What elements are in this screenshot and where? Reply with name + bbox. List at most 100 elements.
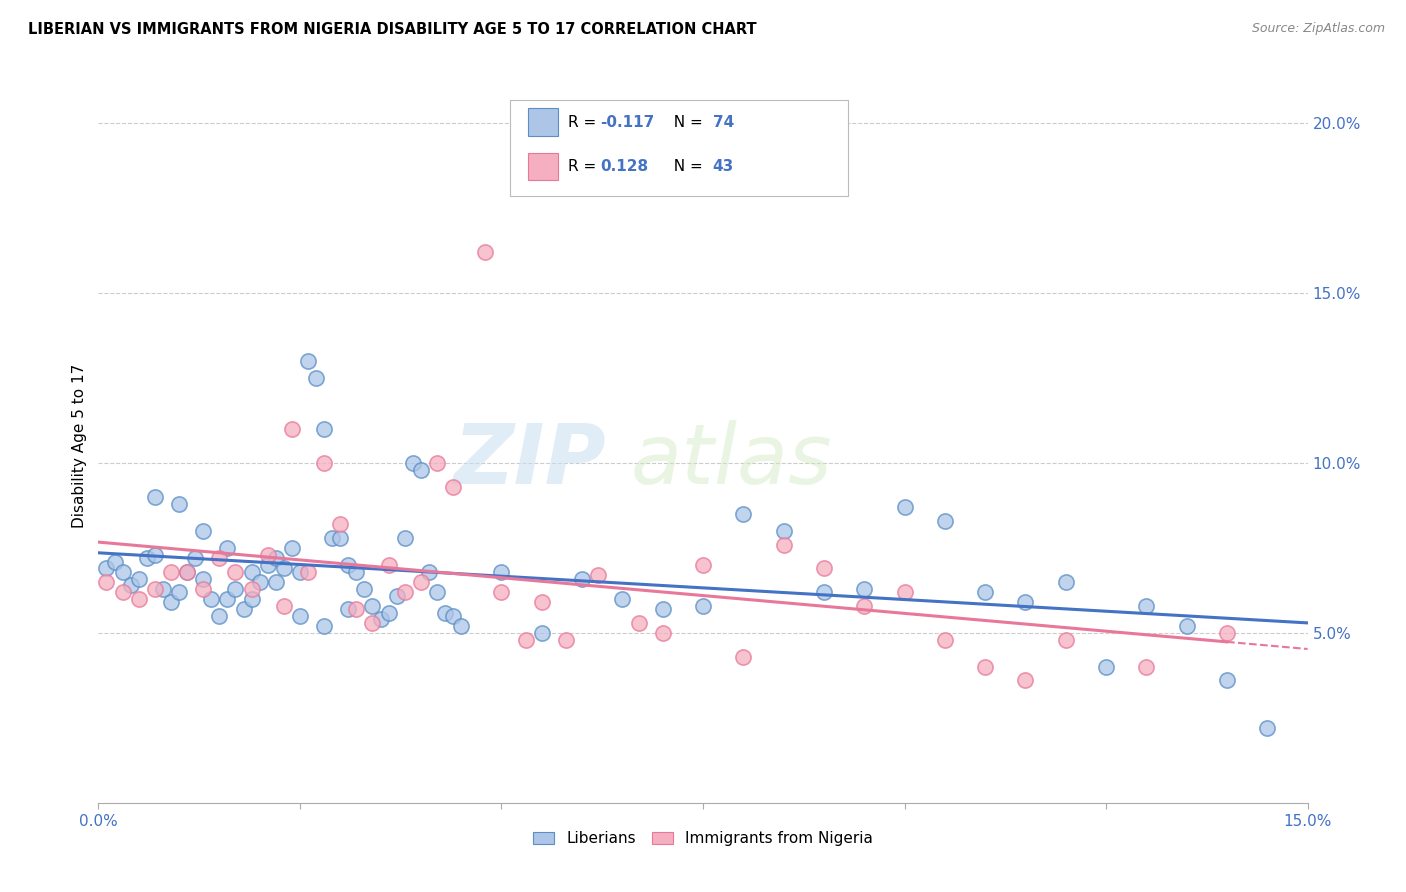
Point [772,537,794,551]
Point [337,558,360,572]
Text: 43: 43 [713,159,734,174]
Point [1014,595,1036,609]
Point [733,507,755,521]
Point [103,555,125,569]
Point [176,565,198,579]
Point [586,568,609,582]
Point [329,531,352,545]
Point [530,626,553,640]
Text: 74: 74 [713,114,734,129]
Point [627,615,650,630]
Point [418,565,440,579]
Text: Source: ZipAtlas.com: Source: ZipAtlas.com [1251,22,1385,36]
Point [143,548,166,562]
Y-axis label: Disability Age 5 to 17: Disability Age 5 to 17 [72,364,87,528]
Point [651,602,673,616]
Point [297,565,319,579]
Point [934,514,956,528]
Point [314,422,336,436]
Point [224,565,246,579]
Point [1054,574,1077,589]
Point [385,589,408,603]
Point [491,565,513,579]
Point [297,354,319,368]
Point [772,524,794,538]
Point [184,551,207,566]
Point [193,582,215,596]
Text: 0.128: 0.128 [600,159,648,174]
Point [426,456,449,470]
Point [329,517,352,532]
Point [692,558,714,572]
Point [377,558,399,572]
Point [160,565,183,579]
Point [344,602,367,616]
Point [530,595,553,609]
Point [361,599,384,613]
Point [441,608,464,623]
Point [409,574,432,589]
Point [1054,632,1077,647]
Point [111,565,134,579]
Point [733,649,755,664]
Point [128,572,150,586]
Text: R =: R = [568,159,600,174]
Point [152,582,174,596]
Point [813,585,835,599]
Point [128,591,150,606]
Point [1135,660,1157,674]
Point [176,565,198,579]
Point [853,582,876,596]
Point [288,608,311,623]
Point [394,531,416,545]
Point [450,619,472,633]
Point [143,582,166,596]
Point [217,541,239,555]
Point [200,591,222,606]
Point [314,619,336,633]
Point [193,524,215,538]
Point [281,541,304,555]
Point [240,582,263,596]
Point [273,561,295,575]
Text: N =: N = [664,114,709,129]
Point [120,578,142,592]
Point [240,565,263,579]
Point [264,551,287,566]
Point [692,599,714,613]
Point [1216,673,1239,688]
Point [167,585,190,599]
Point [853,599,876,613]
Point [893,500,915,515]
Point [281,422,304,436]
Point [321,531,343,545]
Point [934,632,956,647]
Point [337,602,360,616]
Point [394,585,416,599]
Point [474,245,496,260]
FancyBboxPatch shape [509,100,848,196]
Point [314,456,336,470]
Point [208,551,231,566]
Point [249,574,271,589]
Point [515,632,537,647]
Point [344,565,367,579]
Point [434,606,457,620]
Point [361,615,384,630]
Point [491,585,513,599]
Point [96,574,118,589]
Point [409,463,432,477]
Point [143,490,166,504]
Point [256,548,278,562]
Legend: Liberians, Immigrants from Nigeria: Liberians, Immigrants from Nigeria [527,825,879,852]
Text: R =: R = [568,114,600,129]
Point [224,582,246,596]
Point [256,558,278,572]
Point [974,660,997,674]
Point [426,585,449,599]
Text: ZIP: ZIP [454,420,606,500]
Point [441,480,464,494]
Text: -0.117: -0.117 [600,114,654,129]
Point [555,632,578,647]
Point [193,572,215,586]
